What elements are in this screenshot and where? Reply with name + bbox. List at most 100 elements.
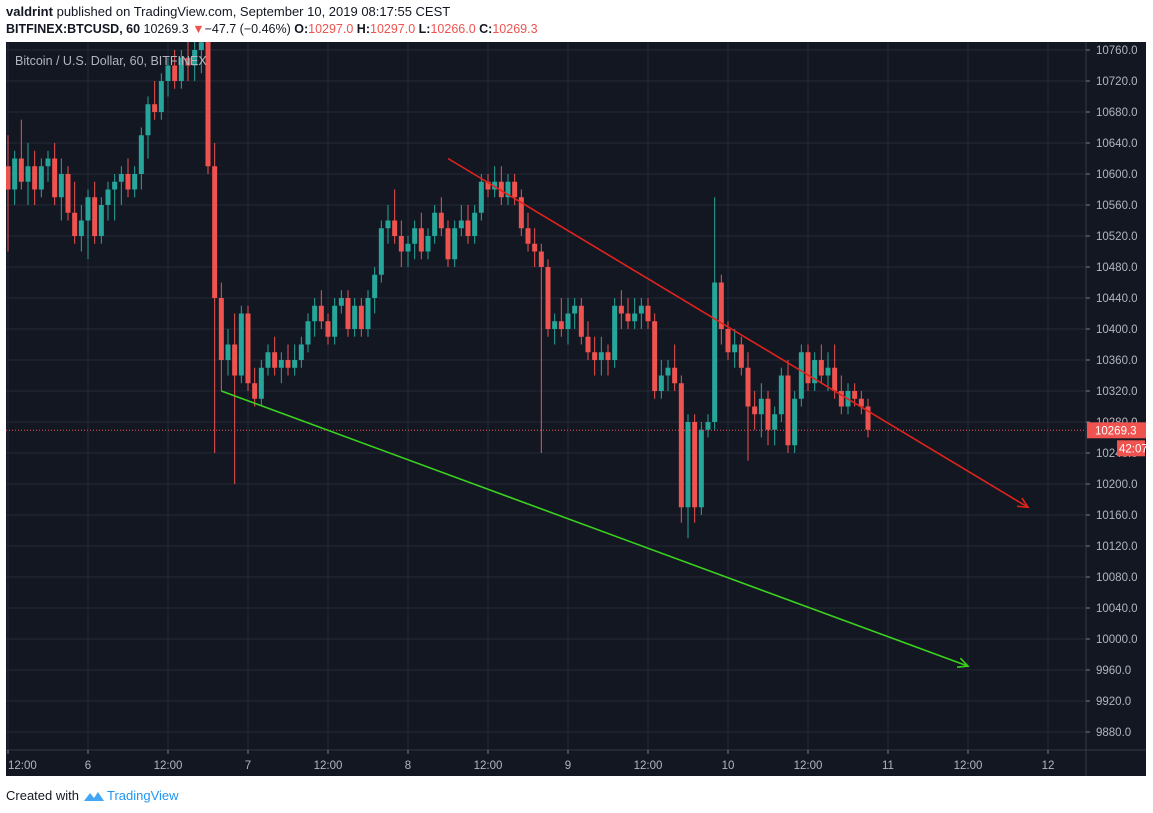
- high-value: 10297.0: [370, 22, 416, 36]
- tradingview-brand: TradingView: [106, 788, 179, 803]
- candle-body: [772, 414, 778, 430]
- candle-body: [678, 383, 684, 508]
- price-tick-label: 9880.0: [1096, 727, 1131, 739]
- low-value: 10266.0: [430, 22, 476, 36]
- candle-body: [672, 367, 678, 384]
- time-tick-label: 7: [245, 760, 251, 772]
- candle-body: [352, 305, 358, 329]
- candle-body: [118, 174, 124, 182]
- price-chart[interactable]: 10760.0 10720.0 10680.0 10640.0 10600.0 10560…: [5, 26, 1148, 776]
- candle-body: [618, 305, 624, 314]
- open-label: O:: [294, 22, 309, 36]
- candle-body: [458, 220, 464, 229]
- price-tick-label: 10600.0: [1096, 169, 1138, 181]
- candle-body: [812, 360, 818, 384]
- candle-body: [185, 57, 191, 66]
- price-tick-label: 10720.0: [1096, 76, 1138, 88]
- price-tick-label: 10160.0: [1096, 510, 1138, 522]
- close-value: 10269.3: [492, 22, 538, 36]
- candle-body: [278, 360, 284, 368]
- candle-body: [538, 251, 544, 267]
- candle-body: [758, 398, 764, 415]
- candle-body: [765, 398, 771, 430]
- candle-body: [865, 406, 871, 430]
- candle-body: [165, 65, 171, 81]
- candle-body: [58, 174, 64, 198]
- last-price-badge-label: 10269.3: [1095, 425, 1137, 437]
- candle-body: [798, 352, 804, 399]
- candle-body: [312, 305, 318, 322]
- chart-panel[interactable]: 10760.0 10720.0 10680.0 10640.0 10600.0 10560…: [5, 26, 1148, 776]
- candle-body: [145, 104, 151, 136]
- author-name[interactable]: valdrint: [6, 4, 53, 19]
- candle-body: [178, 57, 184, 81]
- candle-body: [125, 174, 131, 190]
- candle-body: [625, 313, 631, 322]
- candle-body: [38, 166, 44, 190]
- candle-body: [398, 236, 404, 252]
- tradingview-link[interactable]: TradingView: [83, 788, 179, 803]
- last-price-value: 10269.3: [143, 22, 189, 36]
- candle-body: [258, 367, 264, 399]
- price-tick-label: 10080.0: [1096, 572, 1138, 584]
- candle-body: [92, 197, 98, 236]
- candle-body: [365, 298, 371, 329]
- green-trendline-arrowhead: [956, 657, 970, 668]
- change-value: −47.7 (−0.46%): [204, 22, 291, 36]
- symbol-name[interactable]: BITFINEX:BTCUSD, 60: [6, 22, 141, 36]
- candle-body: [65, 174, 71, 213]
- candle-body: [745, 367, 751, 407]
- price-tick-label: 10040.0: [1096, 603, 1138, 615]
- candle-body: [172, 65, 178, 81]
- price-tick-label: 10560.0: [1096, 200, 1138, 212]
- candle-body: [572, 305, 578, 314]
- candle-body: [272, 352, 278, 368]
- candle-body: [78, 220, 84, 236]
- candle-body: [825, 367, 831, 376]
- candle-body: [592, 352, 598, 360]
- candle-body: [852, 391, 858, 399]
- candle-body: [558, 321, 564, 329]
- price-tick-label: 9920.0: [1096, 696, 1131, 708]
- candle-body: [292, 360, 298, 368]
- time-tick-label: 9: [565, 760, 571, 772]
- countdown-badge-label: 42:07: [1119, 443, 1146, 455]
- time-tick-label: 11: [882, 760, 894, 772]
- time-tick-label: 12:00: [314, 760, 343, 772]
- price-tick-label: 10760.0: [1096, 45, 1138, 57]
- publication-line: valdrint published on TradingView.com, S…: [6, 4, 450, 19]
- candle-body: [132, 174, 138, 190]
- candle-body: [252, 383, 258, 399]
- candle-body: [85, 197, 91, 221]
- candle-body: [358, 305, 364, 329]
- candle-body: [598, 352, 604, 360]
- candle-body: [732, 344, 738, 353]
- candle-body: [212, 166, 218, 298]
- candle-body: [98, 205, 104, 236]
- candle-body: [198, 42, 204, 50]
- candle-body: [345, 298, 351, 329]
- price-axis: 10760.0 10720.0 10680.0 10640.0 10600.0 10560…: [1086, 45, 1148, 739]
- symbol-info-line: BITFINEX:BTCUSD, 60 10269.3 ▼−47.7 (−0.4…: [6, 22, 538, 36]
- candle-body: [545, 267, 551, 329]
- price-tick-label: 10680.0: [1096, 107, 1138, 119]
- candle-body: [792, 398, 798, 446]
- candle-body: [438, 212, 444, 229]
- candle-body: [605, 352, 611, 360]
- time-tick-label: 10: [722, 760, 735, 772]
- candle-body: [818, 360, 824, 376]
- price-tick-label: 10120.0: [1096, 541, 1138, 553]
- price-tick-label: 10520.0: [1096, 231, 1138, 243]
- candle-body: [632, 313, 638, 322]
- candle-body: [445, 228, 451, 260]
- candle-body: [645, 305, 651, 322]
- candle-body: [205, 34, 211, 167]
- candle-body: [725, 329, 731, 353]
- time-tick-label: 12:00: [154, 760, 183, 772]
- red-trendline-arrowhead: [1016, 497, 1030, 509]
- candle-body: [192, 50, 198, 66]
- candle-body: [425, 236, 431, 252]
- candle-body: [612, 305, 618, 360]
- candle-body: [698, 429, 704, 508]
- time-axis: 12:00 6 12:00 7 12:00 8 12:00 9 12:00 10 12:00 11 12…: [7, 750, 1054, 772]
